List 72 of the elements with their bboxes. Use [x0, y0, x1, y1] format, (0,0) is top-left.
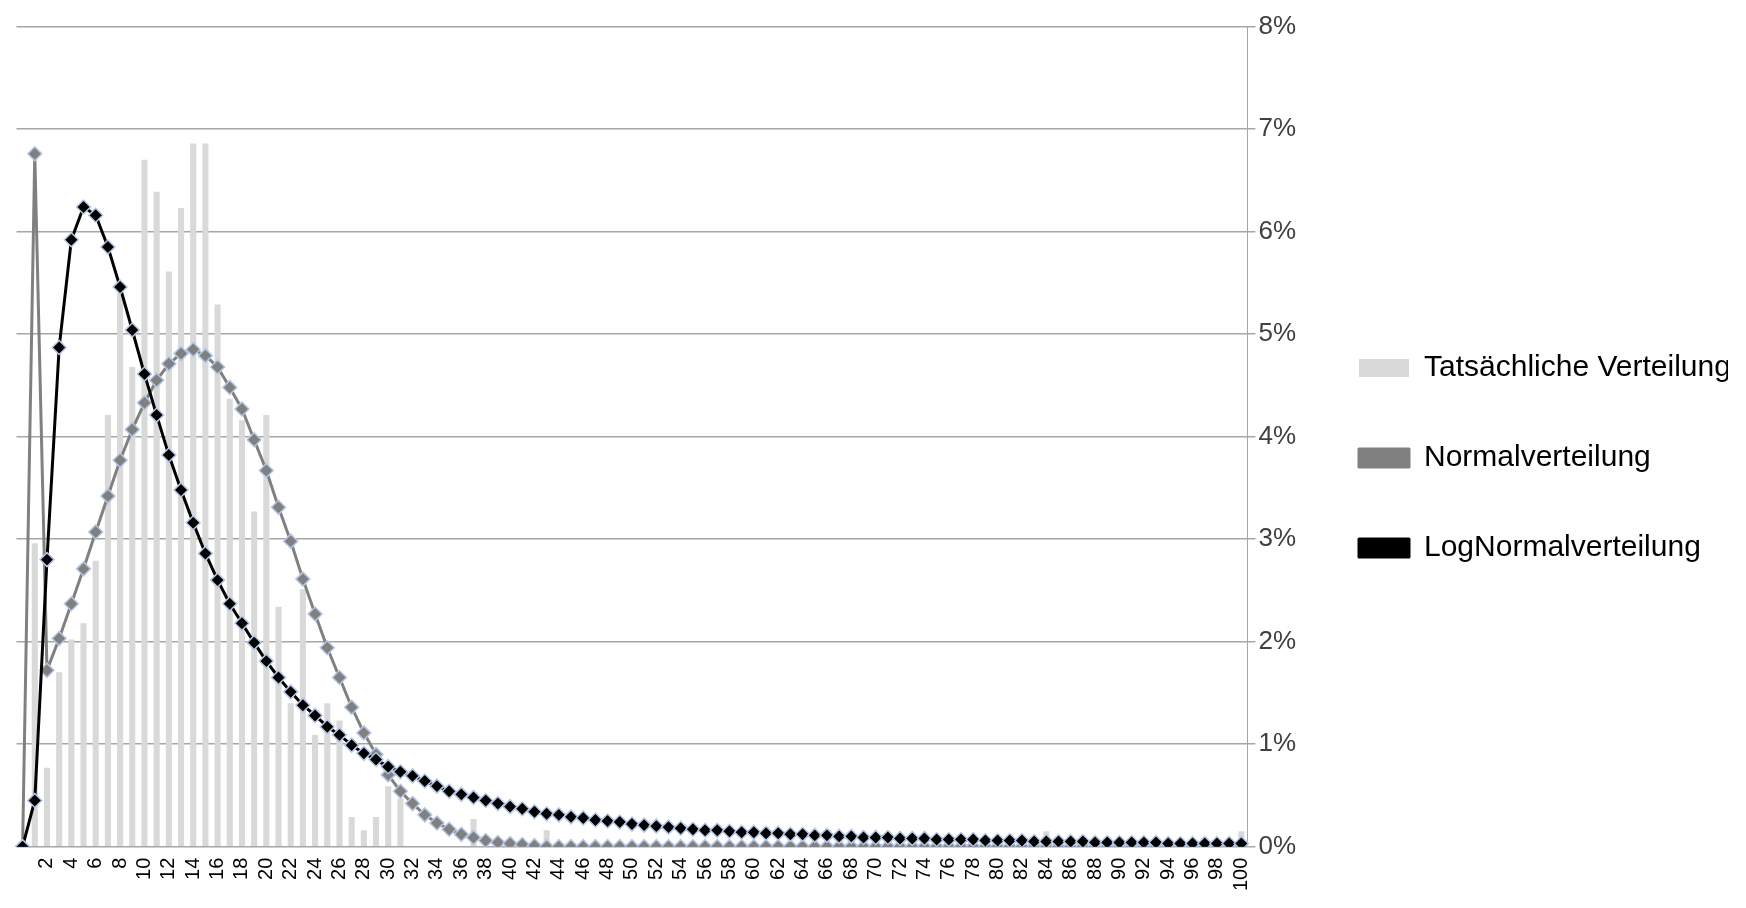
y-tick-label: 8% [1258, 9, 1296, 40]
bar [287, 703, 294, 846]
bar [80, 623, 87, 846]
x-tick-label: 64 [790, 857, 813, 880]
x-tick-label: 24 [302, 857, 325, 880]
x-tick-label: 4 [58, 857, 81, 869]
x-tick-label: 12 [156, 857, 179, 880]
x-tick-label: 94 [1155, 857, 1178, 880]
x-tick-label: 58 [716, 857, 739, 880]
x-tick-label: 36 [448, 857, 471, 880]
x-tick-label: 72 [887, 857, 910, 880]
x-tick-label: 88 [1082, 857, 1105, 880]
x-tick-label: 82 [1009, 857, 1032, 880]
x-tick-label: 66 [814, 857, 837, 880]
x-tick-label: 26 [326, 857, 349, 880]
x-tick-label: 54 [668, 857, 691, 880]
y-tick-label: 1% [1258, 727, 1296, 758]
x-tick-label: 84 [1033, 857, 1056, 880]
x-tick-label: 56 [692, 857, 715, 880]
x-tick-label: 38 [473, 857, 496, 880]
y-tick-label: 3% [1258, 522, 1296, 553]
y-tick-label: 4% [1258, 419, 1296, 450]
x-tick-label: 78 [960, 857, 983, 880]
bar [92, 560, 99, 846]
bar [385, 786, 392, 846]
bar [43, 767, 51, 846]
legend-label: Normalverteilung [1424, 439, 1651, 473]
bar [68, 639, 75, 846]
x-tick-label: 42 [521, 857, 544, 880]
x-tick-label: 28 [351, 857, 374, 880]
x-tick-label: 68 [838, 857, 861, 880]
x-tick-label: 46 [570, 857, 593, 880]
bar [360, 830, 367, 846]
x-tick-label: 74 [911, 857, 934, 880]
x-tick-label: 8 [107, 857, 130, 869]
x-tick-label: 16 [205, 857, 228, 880]
x-tick-label: 70 [863, 857, 886, 880]
bar [348, 816, 355, 846]
x-tick-label: 96 [1180, 857, 1203, 880]
x-tick-label: 20 [253, 857, 276, 880]
x-tick-label: 10 [131, 857, 154, 880]
x-tick-label: 60 [741, 857, 764, 880]
y-tick-label: 7% [1258, 112, 1296, 143]
x-tick-label: 40 [497, 857, 520, 880]
x-tick-label: 76 [936, 857, 959, 880]
y-tick-label: 6% [1258, 214, 1296, 245]
x-tick-label: 62 [765, 857, 788, 880]
x-tick-label: 100 [1228, 857, 1251, 892]
x-tick-label: 34 [424, 857, 447, 880]
x-tick-label: 6 [83, 857, 106, 869]
y-tick-label: 0% [1258, 829, 1296, 860]
bar [312, 734, 319, 846]
x-tick-label: 48 [595, 857, 618, 880]
x-tick-label: 18 [229, 857, 252, 880]
x-tick-label: 90 [1106, 857, 1129, 880]
x-tick-label: 2 [34, 857, 57, 869]
x-tick-label: 52 [643, 857, 666, 880]
x-tick-label: 98 [1204, 857, 1227, 880]
bar [56, 672, 63, 846]
bar [372, 816, 380, 846]
x-tick-label: 44 [546, 857, 569, 880]
y-tick-label: 5% [1258, 317, 1296, 348]
x-tick-label: 32 [400, 857, 423, 880]
x-tick-label: 22 [278, 857, 301, 880]
x-tick-label: 92 [1131, 857, 1154, 880]
x-tick-label: 14 [180, 857, 203, 880]
x-tick-label: 80 [985, 857, 1008, 880]
x-tick-label: 50 [619, 857, 642, 880]
y-tick-label: 2% [1258, 624, 1296, 655]
legend-label: LogNormalverteilung [1424, 529, 1701, 563]
x-tick-label: 30 [375, 857, 398, 880]
x-tick-label: 86 [1058, 857, 1081, 880]
